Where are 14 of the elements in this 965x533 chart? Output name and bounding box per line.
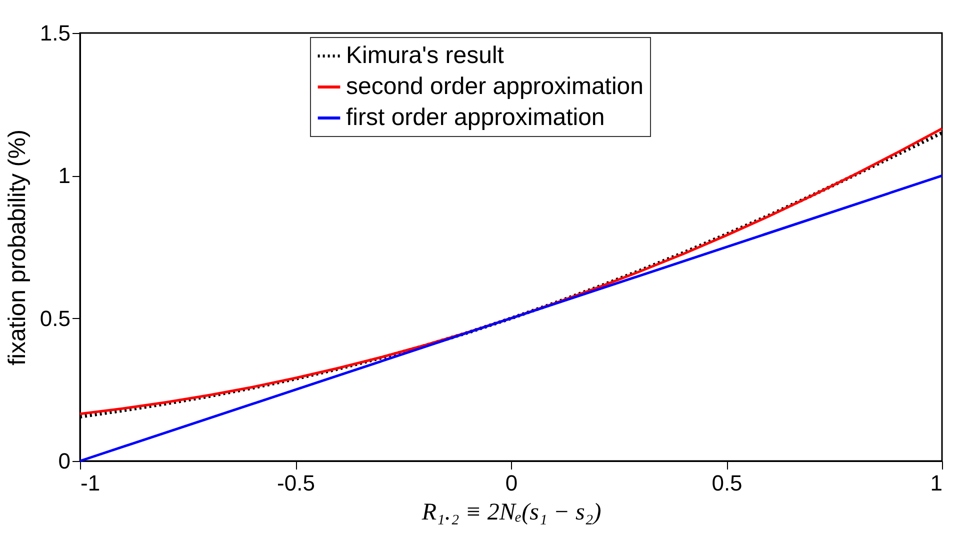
y-tick-label: 0 [58, 448, 70, 474]
x-tick-label: -1 [80, 470, 100, 496]
x-tick-label: 0 [505, 470, 518, 496]
x-tick-label: 1 [930, 470, 942, 496]
x-tick-label: -0.5 [277, 470, 315, 496]
legend-label: first order approximation [346, 104, 605, 131]
y-axis-title: fixation probability (%) [4, 129, 31, 366]
y-tick-label: 1.5 [40, 20, 70, 46]
y-tick-label: 0.5 [40, 306, 70, 331]
y-tick-label: 1 [58, 163, 70, 188]
legend-label: Kimura's result [346, 42, 504, 69]
x-tick-label: 0.5 [712, 470, 742, 496]
legend-label: second order approximation [346, 73, 644, 100]
x-axis-title: R₁.₂ ≡ 2Nₑ(s₁ − s₂) [420, 500, 602, 526]
